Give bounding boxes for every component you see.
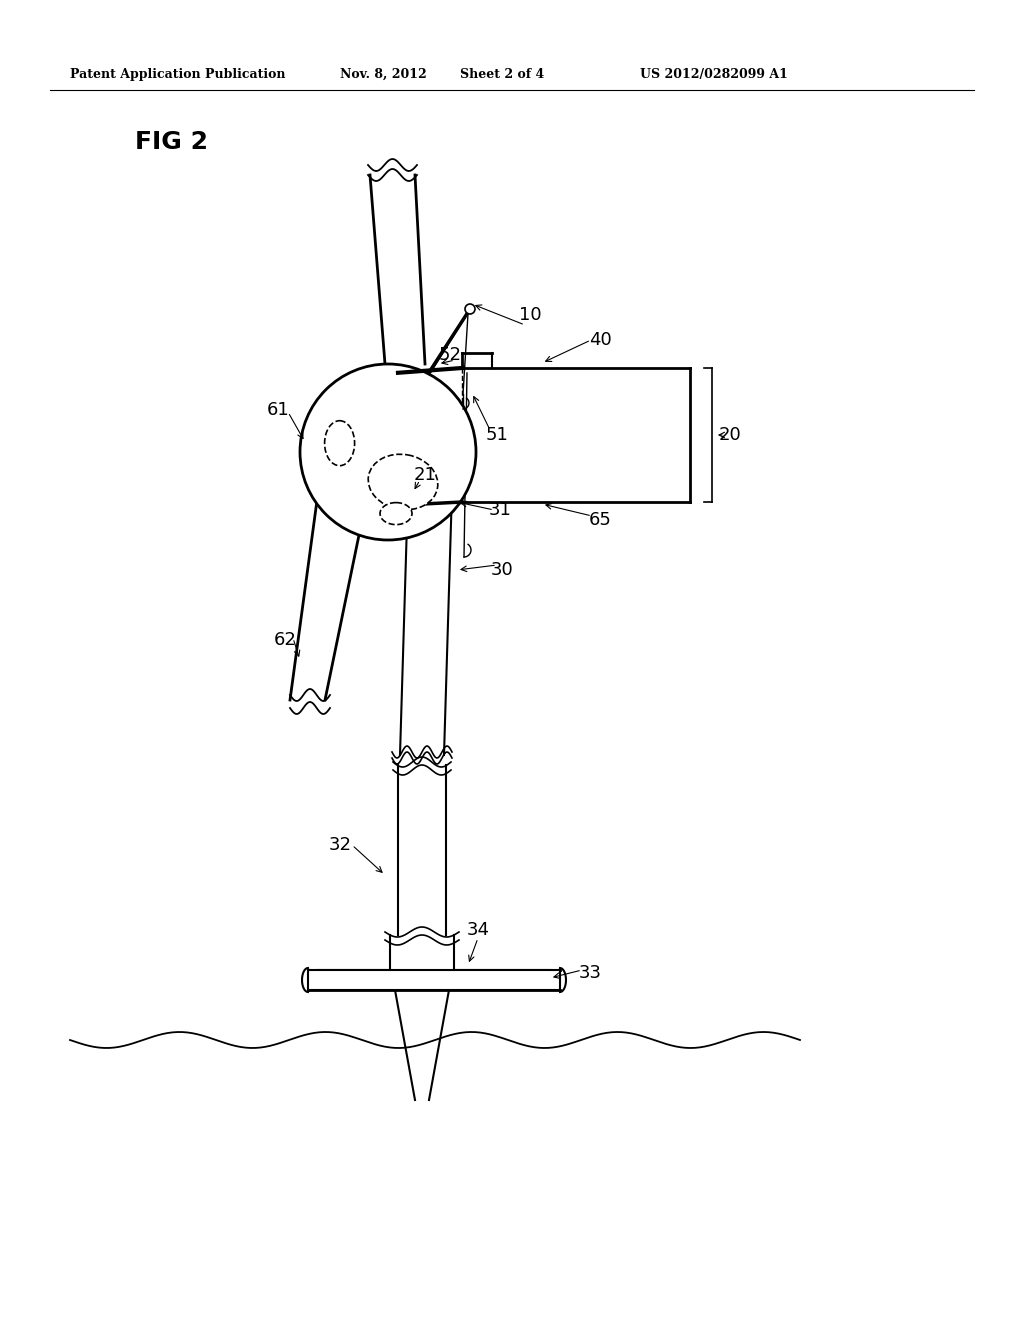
Circle shape: [465, 304, 475, 314]
Text: FIG 2: FIG 2: [135, 129, 208, 154]
Text: 32: 32: [329, 836, 351, 854]
Ellipse shape: [369, 454, 438, 510]
Text: Patent Application Publication: Patent Application Publication: [70, 69, 286, 81]
Text: 33: 33: [579, 964, 601, 982]
Text: 40: 40: [589, 331, 611, 348]
Text: US 2012/0282099 A1: US 2012/0282099 A1: [640, 69, 787, 81]
Text: Sheet 2 of 4: Sheet 2 of 4: [460, 69, 544, 81]
Text: 62: 62: [273, 631, 296, 649]
Text: 20: 20: [719, 426, 741, 444]
Text: Nov. 8, 2012: Nov. 8, 2012: [340, 69, 427, 81]
Text: 34: 34: [467, 921, 489, 939]
Text: 10: 10: [519, 306, 542, 323]
Circle shape: [300, 364, 476, 540]
Text: 31: 31: [488, 502, 511, 519]
Text: 52: 52: [438, 346, 462, 364]
Ellipse shape: [380, 503, 412, 524]
Text: 61: 61: [266, 401, 290, 418]
Bar: [308, 970, 560, 990]
Text: 21: 21: [414, 466, 436, 484]
Text: 51: 51: [485, 426, 509, 444]
Text: 65: 65: [589, 511, 611, 529]
Text: 30: 30: [490, 561, 513, 579]
Ellipse shape: [325, 421, 354, 466]
